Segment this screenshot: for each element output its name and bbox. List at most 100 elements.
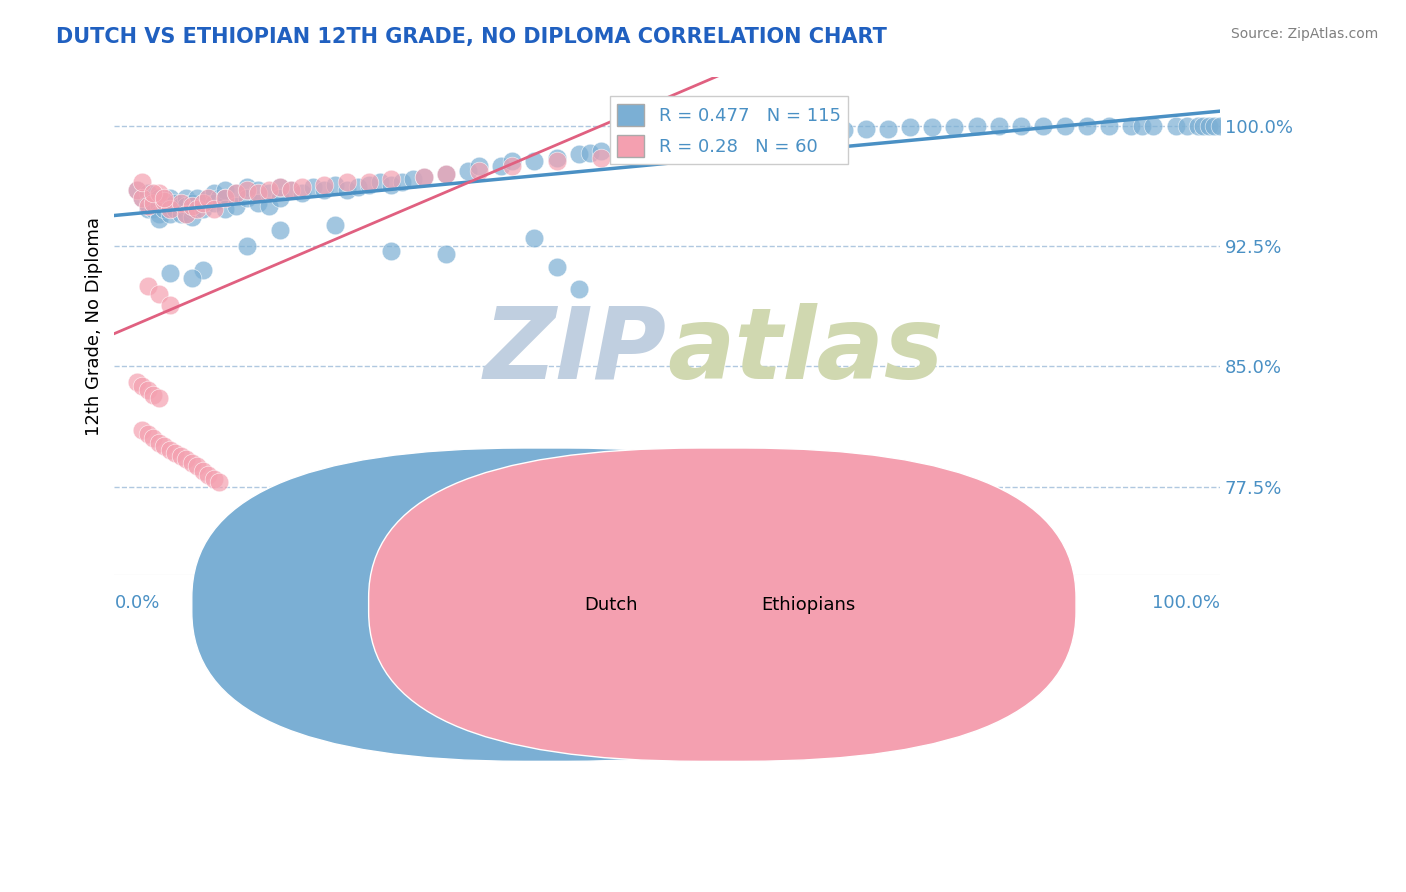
Point [921, 120, 943, 135]
Point [744, 129, 766, 144]
Point [214, 202, 236, 216]
Point [412, 169, 434, 184]
Point [174, 207, 197, 221]
Point [723, 131, 745, 145]
Point [186, 458, 208, 473]
Point [191, 464, 214, 478]
Point [269, 191, 291, 205]
Point [380, 178, 402, 192]
Point [623, 141, 645, 155]
Point [180, 195, 202, 210]
Point [191, 202, 214, 216]
Point [225, 186, 247, 200]
Point [142, 194, 165, 208]
Point [148, 199, 170, 213]
Point [966, 119, 988, 133]
Point [1142, 119, 1164, 133]
Point [491, 159, 513, 173]
Point [1192, 119, 1215, 133]
Point [357, 175, 380, 189]
Point [148, 211, 170, 226]
Point [1098, 119, 1121, 133]
Text: 100.0%: 100.0% [1152, 594, 1220, 612]
Point [468, 159, 491, 173]
Point [131, 424, 153, 438]
Point [501, 159, 523, 173]
Point [434, 167, 457, 181]
Text: Dutch: Dutch [583, 596, 638, 614]
Point [170, 207, 193, 221]
Point [148, 191, 170, 205]
Point [191, 263, 214, 277]
Point [159, 199, 181, 213]
Point [170, 195, 193, 210]
Point [136, 202, 159, 216]
Point [357, 178, 380, 192]
Point [180, 456, 202, 470]
Point [153, 191, 176, 205]
Point [142, 388, 165, 402]
Point [165, 195, 187, 210]
Point [832, 123, 855, 137]
Point [1010, 119, 1032, 133]
Point [148, 392, 170, 406]
Point [225, 199, 247, 213]
Point [148, 186, 170, 200]
Point [380, 171, 402, 186]
Point [174, 191, 197, 205]
Point [197, 468, 219, 483]
Point [987, 119, 1010, 133]
Point [174, 207, 197, 221]
Point [391, 175, 413, 189]
Point [214, 191, 236, 205]
Point [678, 145, 700, 159]
Point [855, 121, 877, 136]
Point [468, 163, 491, 178]
Point [1053, 119, 1076, 133]
Point [236, 183, 259, 197]
Point [202, 472, 225, 486]
Point [148, 287, 170, 301]
Point [1130, 119, 1153, 133]
Point [131, 175, 153, 189]
Point [678, 136, 700, 151]
Point [612, 143, 634, 157]
Point [165, 446, 187, 460]
Point [380, 244, 402, 258]
Point [236, 191, 259, 205]
Point [943, 120, 966, 135]
FancyBboxPatch shape [368, 448, 1076, 762]
Point [711, 133, 734, 147]
Point [269, 179, 291, 194]
Point [346, 179, 368, 194]
Point [159, 442, 181, 457]
Point [589, 145, 612, 159]
Point [159, 202, 181, 216]
Point [578, 145, 600, 160]
Point [523, 153, 546, 168]
Point [197, 191, 219, 205]
Point [257, 186, 280, 200]
Point [291, 179, 314, 194]
Text: ZIP: ZIP [484, 302, 666, 400]
Point [335, 183, 357, 197]
Point [148, 207, 170, 221]
Y-axis label: 12th Grade, No Diploma: 12th Grade, No Diploma [86, 217, 103, 435]
Point [280, 183, 302, 197]
Legend: R = 0.477   N = 115, R = 0.28   N = 60: R = 0.477 N = 115, R = 0.28 N = 60 [610, 96, 848, 164]
Point [247, 186, 270, 200]
Point [214, 183, 236, 197]
Point [191, 195, 214, 210]
Point [180, 199, 202, 213]
Point [655, 137, 678, 152]
Point [568, 282, 591, 296]
Point [269, 223, 291, 237]
Point [1204, 119, 1226, 133]
Point [153, 195, 176, 210]
Text: DUTCH VS ETHIOPIAN 12TH GRADE, NO DIPLOMA CORRELATION CHART: DUTCH VS ETHIOPIAN 12TH GRADE, NO DIPLOM… [56, 27, 887, 46]
Point [546, 153, 568, 168]
Text: 0.0%: 0.0% [114, 594, 160, 612]
Point [174, 199, 197, 213]
Point [125, 183, 148, 197]
Point [170, 449, 193, 463]
